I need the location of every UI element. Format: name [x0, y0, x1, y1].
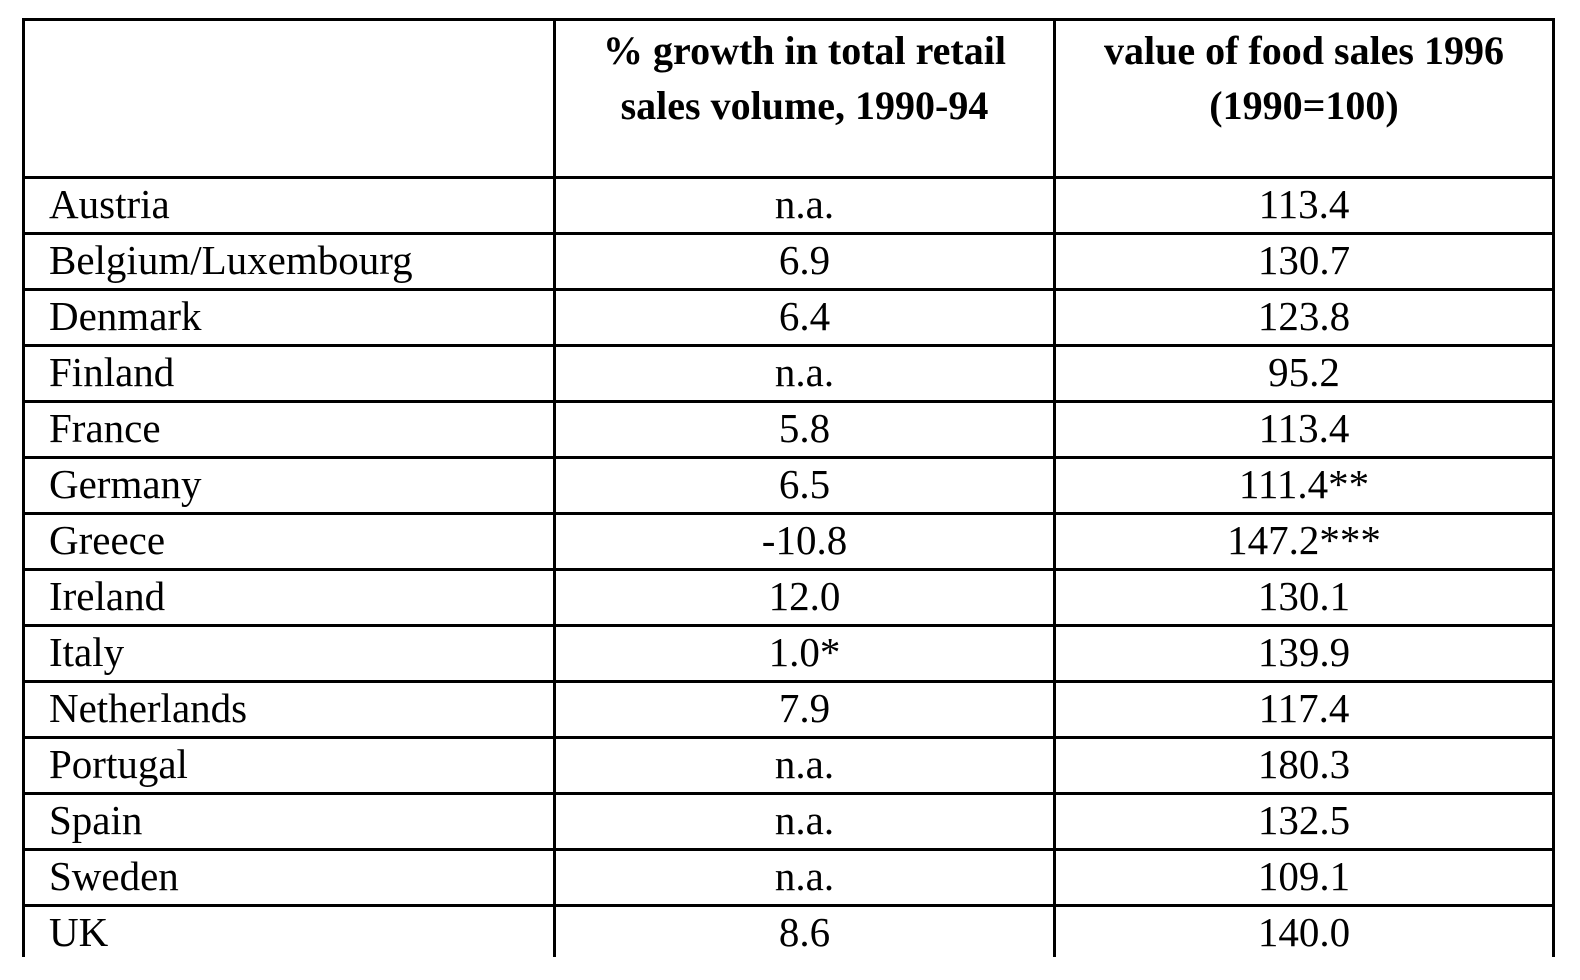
country-cell: Portugal	[22, 736, 556, 795]
country-cell: Belgium/Luxembourg	[22, 232, 556, 291]
growth-cell: -10.8	[553, 512, 1056, 571]
food-value-cell: 111.4**	[1053, 456, 1555, 515]
country-cell: Italy	[22, 624, 556, 683]
growth-cell: n.a.	[553, 736, 1056, 795]
header-retail-growth: % growth in total retail sales volume, 1…	[553, 18, 1056, 179]
growth-cell: 8.6	[553, 904, 1056, 957]
table-row: Italy 1.0* 139.9	[22, 624, 1555, 683]
food-value-cell: 132.5	[1053, 792, 1555, 851]
table-row: Spain n.a. 132.5	[22, 792, 1555, 851]
table-row: Portugal n.a. 180.3	[22, 736, 1555, 795]
country-cell: Netherlands	[22, 680, 556, 739]
country-cell: France	[22, 400, 556, 459]
food-value-cell: 109.1	[1053, 848, 1555, 907]
growth-cell: 5.8	[553, 400, 1056, 459]
table-row: Sweden n.a. 109.1	[22, 848, 1555, 907]
table-row: UK 8.6 140.0	[22, 904, 1555, 957]
growth-cell: 6.9	[553, 232, 1056, 291]
growth-cell: 12.0	[553, 568, 1056, 627]
food-value-cell: 147.2***	[1053, 512, 1555, 571]
food-value-cell: 130.1	[1053, 568, 1555, 627]
table-row: Greece -10.8 147.2***	[22, 512, 1555, 571]
country-cell: Denmark	[22, 288, 556, 347]
header-food-sales-value: value of food sales 1996 (1990=100)	[1053, 18, 1555, 179]
table-row: Denmark 6.4 123.8	[22, 288, 1555, 347]
country-cell: Ireland	[22, 568, 556, 627]
growth-cell: n.a.	[553, 176, 1056, 235]
growth-cell: n.a.	[553, 848, 1056, 907]
table-row: Netherlands 7.9 117.4	[22, 680, 1555, 739]
food-value-cell: 117.4	[1053, 680, 1555, 739]
country-cell: UK	[22, 904, 556, 957]
growth-cell: 6.5	[553, 456, 1056, 515]
table-row: Finland n.a. 95.2	[22, 344, 1555, 403]
header-row: % growth in total retail sales volume, 1…	[22, 18, 1555, 179]
table-body: Austria n.a. 113.4 Belgium/Luxembourg 6.…	[22, 176, 1555, 957]
table-row: Germany 6.5 111.4**	[22, 456, 1555, 515]
growth-cell: n.a.	[553, 792, 1056, 851]
table-row: Ireland 12.0 130.1	[22, 568, 1555, 627]
food-value-cell: 130.7	[1053, 232, 1555, 291]
header-country	[22, 18, 556, 179]
country-cell: Sweden	[22, 848, 556, 907]
growth-cell: 6.4	[553, 288, 1056, 347]
food-value-cell: 139.9	[1053, 624, 1555, 683]
food-value-cell: 123.8	[1053, 288, 1555, 347]
food-value-cell: 113.4	[1053, 176, 1555, 235]
growth-cell: 1.0*	[553, 624, 1056, 683]
country-cell: Finland	[22, 344, 556, 403]
growth-cell: n.a.	[553, 344, 1056, 403]
country-cell: Greece	[22, 512, 556, 571]
country-cell: Austria	[22, 176, 556, 235]
table-row: France 5.8 113.4	[22, 400, 1555, 459]
country-cell: Spain	[22, 792, 556, 851]
food-value-cell: 95.2	[1053, 344, 1555, 403]
food-value-cell: 140.0	[1053, 904, 1555, 957]
growth-cell: 7.9	[553, 680, 1056, 739]
table-row: Austria n.a. 113.4	[22, 176, 1555, 235]
food-value-cell: 113.4	[1053, 400, 1555, 459]
retail-sales-table: % growth in total retail sales volume, 1…	[22, 18, 1555, 957]
table-row: Belgium/Luxembourg 6.9 130.7	[22, 232, 1555, 291]
country-cell: Germany	[22, 456, 556, 515]
food-value-cell: 180.3	[1053, 736, 1555, 795]
